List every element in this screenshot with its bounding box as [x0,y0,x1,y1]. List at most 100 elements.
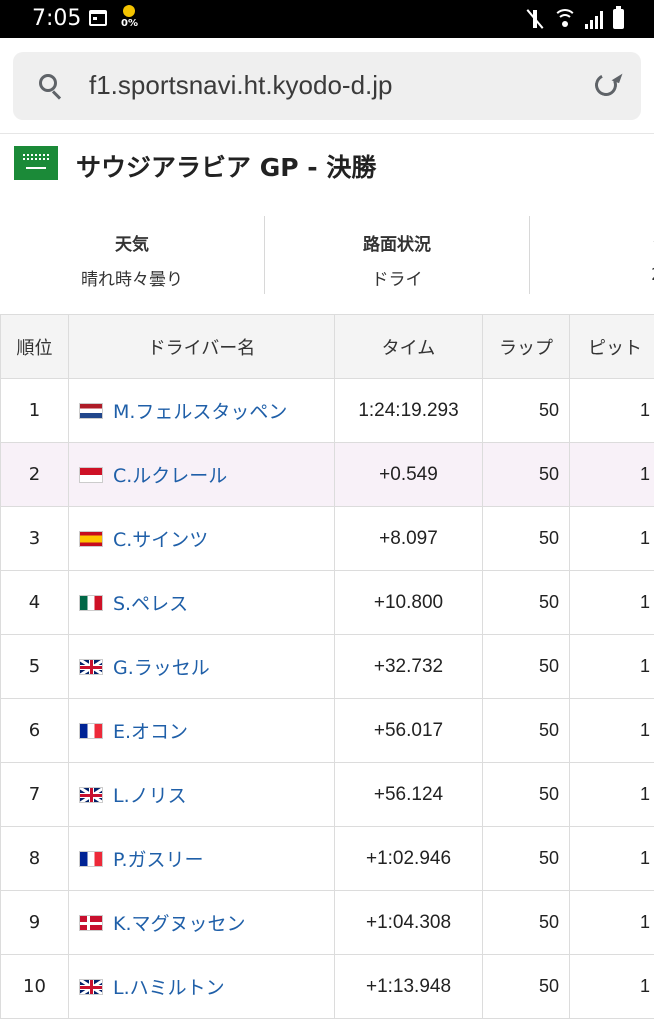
time-cell: +1:02.946 [334,826,483,891]
table-row: 9 K.マグヌッセン +1:04.308 50 1 [0,890,654,955]
battery-icon [613,6,624,29]
mexico-flag-icon [79,594,103,611]
netherlands-flag-icon [79,402,103,419]
condition-label: 気 [530,230,654,255]
position-cell: 10 [0,954,69,1019]
position-cell: 3 [0,506,69,571]
driver-cell[interactable]: L.ノリス [68,762,335,827]
position-cell: 8 [0,826,69,891]
pits-cell: 1 [569,954,654,1019]
position-cell: 2 [0,442,69,507]
time-cell: +56.124 [334,762,483,827]
status-icons [525,6,624,31]
laps-cell: 50 [482,378,570,443]
monaco-flag-icon [79,466,103,483]
table-row: 5 G.ラッセル +32.732 50 1 [0,634,654,699]
pits-cell: 1 [569,890,654,955]
position-cell: 4 [0,570,69,635]
driver-cell[interactable]: S.ペレス [68,570,335,635]
driver-cell[interactable]: C.ルクレール [68,442,335,507]
laps-cell: 50 [482,506,570,571]
driver-link[interactable]: E.オコン [113,721,189,743]
driver-cell[interactable]: K.マグヌッセン [68,890,335,955]
driver-link[interactable]: G.ラッセル [113,657,210,679]
pits-cell: 1 [569,570,654,635]
time-cell: 1:24:19.293 [334,378,483,443]
position-cell: 9 [0,890,69,955]
driver-cell[interactable]: P.ガスリー [68,826,335,891]
denmark-flag-icon [79,914,103,931]
url-text[interactable]: f1.sportsnavi.ht.kyodo-d.jp [89,70,393,100]
driver-cell[interactable]: L.ハミルトン [68,954,335,1019]
driver-cell[interactable]: M.フェルスタッペン [68,378,335,443]
divider [264,216,265,294]
driver-cell[interactable]: C.サインツ [68,506,335,571]
driver-link[interactable]: S.ペレス [113,593,189,615]
driver-link[interactable]: P.ガスリー [113,849,204,871]
time-cell: +8.097 [334,506,483,571]
table-row: 10 L.ハミルトン +1:13.948 50 1 [0,954,654,1019]
pits-cell: 1 [569,826,654,891]
header-pits: ピット [569,314,654,379]
signal-icon [585,9,605,29]
france-flag-icon [79,722,103,739]
laps-cell: 50 [482,442,570,507]
laps-cell: 50 [482,570,570,635]
status-bar: 7:05 0% [0,0,654,38]
laps-cell: 50 [482,762,570,827]
browser-toolbar: f1.sportsnavi.ht.kyodo-d.jp [0,38,654,134]
spain-flag-icon [79,530,103,547]
condition-value: 晴れ時々曇り [81,270,183,290]
laps-cell: 50 [482,954,570,1019]
time-cell: +56.017 [334,698,483,763]
time-cell: +32.732 [334,634,483,699]
reload-icon[interactable] [591,70,623,100]
saudi-arabia-flag-icon [14,146,58,180]
driver-link[interactable]: L.ノリス [113,785,187,807]
driver-cell[interactable]: G.ラッセル [68,634,335,699]
address-bar[interactable]: f1.sportsnavi.ht.kyodo-d.jp [13,52,641,120]
condition-label: 天気 [115,235,149,255]
race-conditions: 天気 晴れ時々曇り 路面状況 ドライ 気 25 [0,216,654,294]
laps-cell: 50 [482,698,570,763]
laps-cell: 50 [482,634,570,699]
driver-link[interactable]: M.フェルスタッペン [113,401,288,423]
position-cell: 1 [0,378,69,443]
condition-track: 路面状況 ドライ [265,216,529,294]
laps-cell: 50 [482,890,570,955]
race-header: サウジアラビア GP - 決勝 [0,134,654,198]
driver-link[interactable]: C.ルクレール [113,465,228,487]
driver-link[interactable]: L.ハミルトン [113,977,225,999]
driver-link[interactable]: K.マグヌッセン [113,913,246,935]
condition-value: ドライ [371,270,423,290]
time-cell: +10.800 [334,570,483,635]
pits-cell: 1 [569,378,654,443]
uk-flag-icon [79,786,103,803]
position-cell: 6 [0,698,69,763]
header-time: タイム [334,314,483,379]
table-row: 6 E.オコン +56.017 50 1 [0,698,654,763]
page-title: サウジアラビア GP - 決勝 [76,153,377,182]
table-row: 2 C.ルクレール +0.549 50 1 [0,442,654,507]
laps-cell: 50 [482,826,570,891]
search-icon[interactable] [39,74,62,100]
condition-label: 路面状況 [363,235,431,255]
header-driver: ドライバー名 [68,314,335,379]
table-row: 3 C.サインツ +8.097 50 1 [0,506,654,571]
pits-cell: 1 [569,442,654,507]
pits-cell: 1 [569,634,654,699]
position-cell: 7 [0,762,69,827]
driver-link[interactable]: C.サインツ [113,529,209,551]
position-cell: 5 [0,634,69,699]
france-flag-icon [79,850,103,867]
mute-icon [525,8,545,30]
header-laps: ラップ [482,314,570,379]
data-percent: 0% [121,18,138,29]
calendar-icon [89,10,107,26]
table-row: 1 M.フェルスタッペン 1:24:19.293 50 1 [0,378,654,443]
driver-cell[interactable]: E.オコン [68,698,335,763]
header-position: 順位 [0,314,69,379]
pits-cell: 1 [569,698,654,763]
pits-cell: 1 [569,762,654,827]
uk-flag-icon [79,658,103,675]
